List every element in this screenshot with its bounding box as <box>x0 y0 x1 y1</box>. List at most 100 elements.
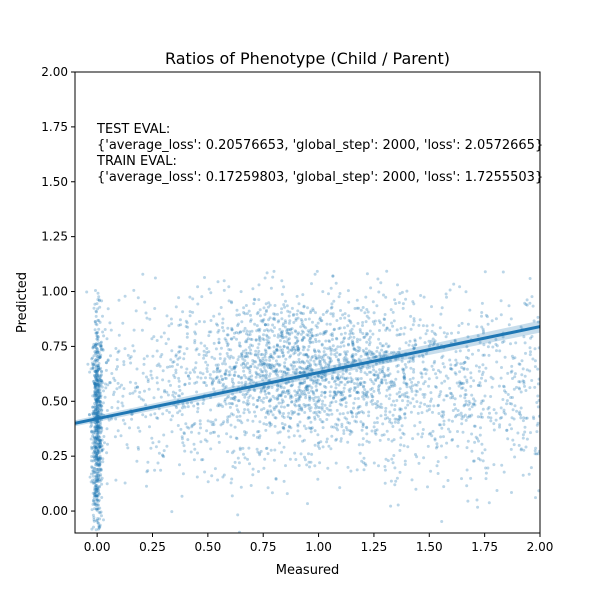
data-point <box>104 368 108 372</box>
data-point <box>379 414 383 418</box>
data-point <box>96 476 100 480</box>
data-point <box>271 369 275 373</box>
data-point <box>96 410 100 414</box>
data-point <box>269 410 273 414</box>
data-point <box>324 385 328 389</box>
data-point <box>169 418 173 422</box>
data-point <box>411 300 415 304</box>
data-point <box>347 314 351 318</box>
data-point <box>383 313 387 316</box>
data-point <box>489 419 493 423</box>
data-point <box>242 329 246 333</box>
data-point <box>334 438 338 442</box>
data-point <box>386 368 390 372</box>
data-point <box>167 324 171 328</box>
data-point <box>306 364 310 368</box>
data-point <box>464 399 468 403</box>
data-point <box>436 472 440 475</box>
data-point <box>100 370 104 374</box>
data-point <box>533 449 537 453</box>
data-point <box>418 336 422 340</box>
data-point <box>257 337 261 341</box>
data-point <box>484 477 488 481</box>
data-point <box>99 510 103 514</box>
data-point <box>276 387 280 391</box>
data-point <box>312 379 316 383</box>
data-point <box>343 312 347 316</box>
data-point <box>294 318 298 322</box>
annotation-line: TEST EVAL: <box>96 122 170 137</box>
data-point <box>95 406 99 410</box>
data-point <box>324 353 328 357</box>
data-point <box>255 405 259 409</box>
data-point <box>248 368 252 372</box>
data-point <box>508 402 512 405</box>
data-point <box>430 329 434 333</box>
data-point <box>96 521 100 525</box>
data-point <box>390 321 394 325</box>
data-point <box>181 403 185 407</box>
data-point <box>385 388 389 392</box>
data-point <box>460 414 464 418</box>
data-point <box>308 366 312 370</box>
data-point <box>374 362 378 366</box>
data-point <box>309 358 313 362</box>
data-point <box>209 291 213 295</box>
data-point <box>196 285 200 289</box>
data-point <box>145 316 149 320</box>
data-point <box>501 340 504 344</box>
data-point <box>342 386 346 390</box>
data-point <box>95 437 99 441</box>
data-point <box>285 304 289 308</box>
data-point <box>99 369 103 373</box>
data-point <box>357 443 361 447</box>
data-point <box>363 462 367 466</box>
data-point <box>265 446 269 450</box>
data-point <box>93 455 97 459</box>
data-point <box>276 312 279 316</box>
data-point <box>365 366 369 370</box>
data-point <box>246 408 250 412</box>
data-point <box>90 447 94 451</box>
data-point <box>367 356 371 360</box>
data-point <box>94 377 98 381</box>
data-point <box>338 292 342 295</box>
data-point <box>96 291 100 295</box>
data-point <box>95 371 99 375</box>
data-point <box>475 325 479 329</box>
data-point <box>94 446 98 449</box>
data-point <box>91 367 95 371</box>
data-point <box>294 368 298 372</box>
data-point <box>93 488 97 492</box>
data-point <box>472 459 475 463</box>
data-point <box>334 386 338 390</box>
data-point <box>176 357 180 361</box>
data-point <box>343 396 347 400</box>
data-point <box>255 405 259 408</box>
data-point <box>359 420 363 424</box>
data-point <box>98 511 102 515</box>
data-point <box>249 313 252 317</box>
data-point <box>233 331 236 335</box>
data-point <box>333 390 337 394</box>
data-point <box>275 368 279 371</box>
data-point <box>415 455 419 459</box>
data-point <box>386 459 390 463</box>
data-point <box>309 328 313 332</box>
data-point <box>282 303 286 307</box>
data-point <box>440 444 443 448</box>
data-point <box>106 359 110 363</box>
data-point <box>481 370 485 374</box>
data-point <box>306 366 310 370</box>
data-point <box>359 330 362 334</box>
data-point <box>221 326 224 329</box>
data-point <box>242 369 246 373</box>
data-point <box>235 415 239 419</box>
data-point <box>177 350 181 354</box>
data-point <box>97 397 101 401</box>
data-point <box>380 344 384 348</box>
data-point <box>95 437 99 441</box>
data-point <box>369 286 373 290</box>
data-point <box>287 435 291 439</box>
data-point <box>176 411 180 415</box>
